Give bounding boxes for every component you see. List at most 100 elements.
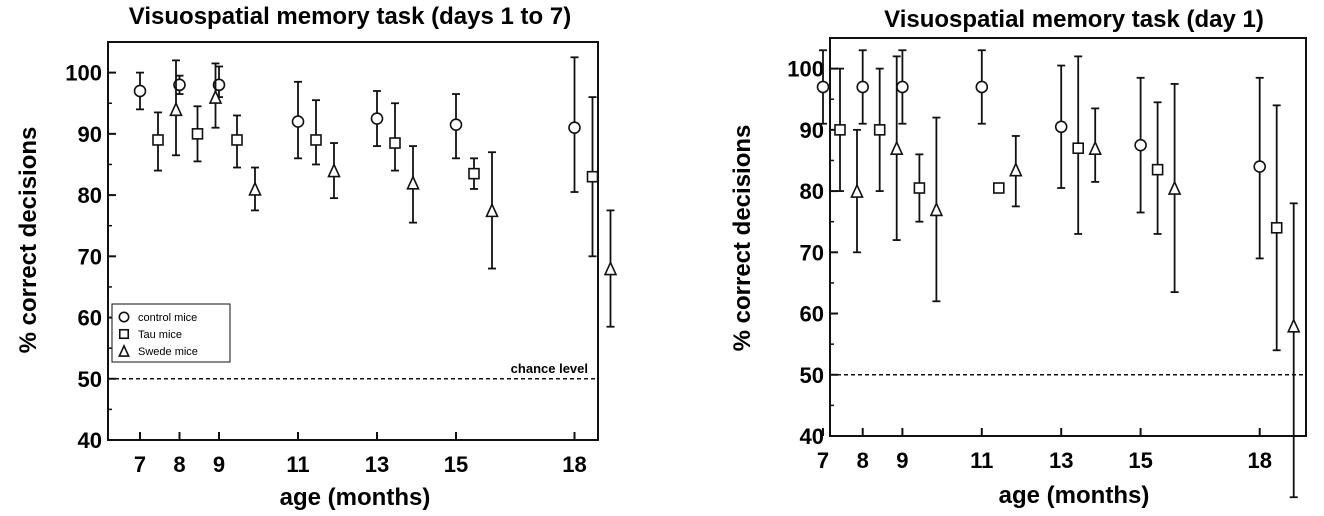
marker-circle <box>975 80 989 94</box>
marker-circle <box>1253 160 1267 173</box>
y-tick-label: 50 <box>78 367 102 392</box>
marker-square <box>586 170 599 183</box>
marker-triangle <box>118 343 130 357</box>
y-tick-label: 70 <box>800 240 824 265</box>
marker-square <box>873 124 886 136</box>
x-tick-label: 8 <box>857 448 869 473</box>
y-axis-label: % correct decisions <box>729 125 756 352</box>
marker-triangle <box>485 202 499 218</box>
marker-square <box>1270 222 1283 234</box>
marker-circle <box>1134 138 1147 152</box>
plot-frame <box>107 41 599 441</box>
x-tick-label: 18 <box>562 452 586 477</box>
y-tick-label: 100 <box>65 61 102 86</box>
chart-svg-left: Visuospatial memory task (days 1 to 7) 40… <box>15 3 618 511</box>
y-tick-label: 50 <box>800 363 824 388</box>
marker-triangle <box>929 201 944 217</box>
legend-box <box>111 303 231 363</box>
legend-label: control mice <box>138 312 197 324</box>
y-tick-label: 80 <box>78 183 102 208</box>
marker-circle <box>816 80 830 94</box>
y-tick-label: 40 <box>78 428 102 453</box>
marker-square <box>231 134 243 146</box>
series-square <box>152 96 599 258</box>
x-tick-label: 11 <box>286 452 309 477</box>
x-axis-label: age (months) <box>999 482 1150 509</box>
marker-circle <box>449 118 463 131</box>
marker-square <box>913 182 926 194</box>
marker-square <box>152 134 164 146</box>
y-tick-label: 90 <box>78 122 102 147</box>
chart-svg-right: Visuospatial memory task (day 1) 40 50 60 70… <box>729 6 1307 509</box>
legend: control mice Tau mice Swede mice <box>111 303 231 363</box>
y-tick-label: 60 <box>800 302 824 327</box>
x-tick-label: 9 <box>213 452 225 477</box>
marker-square <box>191 128 204 140</box>
marker-circle <box>1054 120 1068 134</box>
marker-circle <box>896 80 909 94</box>
marker-circle <box>568 121 581 135</box>
marker-circle <box>370 112 384 125</box>
y-tick-label: 40 <box>800 424 824 449</box>
error-bar <box>312 99 320 166</box>
error-bar <box>391 102 399 172</box>
marker-square <box>1072 142 1085 155</box>
marker-circle <box>133 84 147 98</box>
legend-label: Swede mice <box>138 346 198 358</box>
x-tick-label: 13 <box>1049 448 1073 473</box>
marker-triangle <box>1286 317 1301 333</box>
marker-square <box>389 137 401 149</box>
x-tick-label: 15 <box>1128 448 1152 473</box>
y-axis: 40 50 60 70 80 90 100 <box>787 57 838 449</box>
marker-circle <box>856 80 869 94</box>
marker-triangle <box>1088 140 1102 156</box>
x-tick-label: 15 <box>444 452 468 477</box>
x-axis: 7 8 9 11 13 15 18 <box>817 428 1272 473</box>
x-axis: 7 8 9 11 13 15 18 <box>134 432 587 477</box>
x-tick-label: 18 <box>1247 448 1271 473</box>
plot-frame <box>829 37 1307 437</box>
series-square <box>834 55 1283 352</box>
y-tick-label: 60 <box>78 306 102 331</box>
series-circle <box>133 56 581 193</box>
marker-square <box>1151 163 1164 176</box>
marker-triangle <box>1167 180 1182 195</box>
x-tick-label: 13 <box>365 452 389 477</box>
chance-level-label: chance level <box>511 361 588 376</box>
marker-triangle <box>889 140 904 156</box>
y-tick-label: 100 <box>787 57 824 82</box>
marker-circle <box>291 115 305 128</box>
marker-triangle <box>248 181 262 196</box>
x-axis-label: age (months) <box>280 484 431 511</box>
x-tick-label: 8 <box>173 452 185 477</box>
chart-title: Visuospatial memory task (days 1 to 7) <box>129 3 571 30</box>
marker-triangle <box>1009 161 1023 177</box>
x-tick-label: 7 <box>817 448 829 473</box>
marker-circle <box>118 311 130 323</box>
chart-title: Visuospatial memory task (day 1) <box>884 6 1264 33</box>
series-triangle <box>850 55 1301 499</box>
marker-triangle <box>406 174 420 190</box>
series-triangle <box>169 59 618 328</box>
marker-triangle <box>603 260 618 276</box>
marker-square <box>834 124 846 136</box>
marker-square <box>992 182 1005 194</box>
x-tick-label: 9 <box>896 448 908 473</box>
legend-label: Tau mice <box>138 329 182 341</box>
marker-square <box>118 328 130 340</box>
y-tick-label: 80 <box>800 179 824 204</box>
marker-triangle <box>850 183 864 198</box>
y-tick-label: 90 <box>800 118 824 143</box>
marker-square <box>310 134 322 146</box>
marker-triangle <box>169 101 183 117</box>
y-axis: 40 50 60 70 80 90 100 <box>65 61 116 453</box>
x-tick-label: 11 <box>970 448 993 473</box>
error-bar <box>1289 202 1298 499</box>
y-tick-label: 70 <box>78 244 102 269</box>
series-circle <box>816 49 1267 260</box>
marker-square <box>468 167 480 180</box>
x-tick-label: 7 <box>134 452 146 477</box>
chart-panel-days-1-to-7: Visuospatial memory task (days 1 to 7) 40… <box>15 3 618 511</box>
chart-panel-day-1: Visuospatial memory task (day 1) 40 50 60 70… <box>662 0 1324 516</box>
marker-triangle <box>208 89 223 104</box>
